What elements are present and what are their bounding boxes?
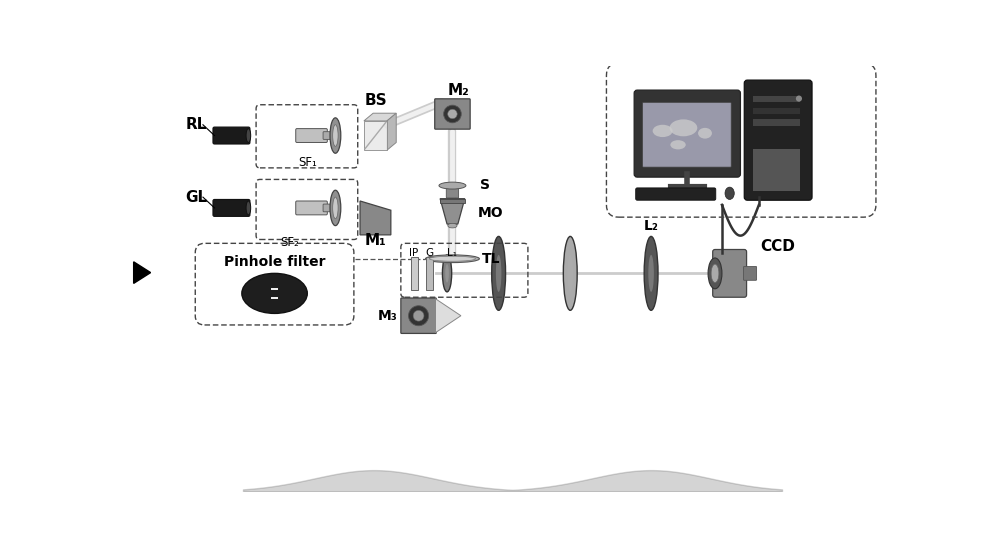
Text: SF₂: SF₂ <box>280 236 299 248</box>
Ellipse shape <box>333 125 338 146</box>
Bar <box>271 297 278 299</box>
Ellipse shape <box>670 119 697 136</box>
FancyBboxPatch shape <box>296 201 327 215</box>
Polygon shape <box>360 201 391 235</box>
Ellipse shape <box>648 255 654 292</box>
Ellipse shape <box>242 273 307 314</box>
FancyBboxPatch shape <box>634 90 740 177</box>
Ellipse shape <box>563 236 577 310</box>
FancyBboxPatch shape <box>323 132 332 140</box>
Polygon shape <box>436 299 461 333</box>
Ellipse shape <box>670 140 686 150</box>
Text: BS: BS <box>364 93 387 108</box>
Ellipse shape <box>333 197 338 219</box>
Text: S: S <box>480 178 490 192</box>
Bar <box>440 199 465 203</box>
FancyBboxPatch shape <box>401 298 436 333</box>
Circle shape <box>413 310 424 321</box>
FancyBboxPatch shape <box>213 199 250 216</box>
Text: SF₁: SF₁ <box>298 156 317 169</box>
Text: GL: GL <box>186 190 208 205</box>
Bar <box>426 257 433 290</box>
Circle shape <box>796 95 802 102</box>
Text: M₁: M₁ <box>365 233 386 248</box>
Ellipse shape <box>448 224 457 228</box>
Ellipse shape <box>246 129 251 142</box>
Bar <box>753 148 800 191</box>
Circle shape <box>409 306 429 326</box>
Text: G: G <box>425 248 433 258</box>
Ellipse shape <box>653 125 673 137</box>
Bar <box>753 119 800 125</box>
FancyBboxPatch shape <box>435 99 470 129</box>
Polygon shape <box>387 113 396 150</box>
Bar <box>411 257 418 290</box>
FancyBboxPatch shape <box>713 250 747 297</box>
Text: RL: RL <box>186 117 207 132</box>
Circle shape <box>444 105 461 123</box>
Ellipse shape <box>425 255 479 263</box>
FancyBboxPatch shape <box>446 184 459 198</box>
Ellipse shape <box>439 182 466 189</box>
FancyBboxPatch shape <box>636 188 716 200</box>
Ellipse shape <box>567 255 573 292</box>
Ellipse shape <box>330 190 341 226</box>
Bar <box>271 288 278 290</box>
Text: L₁: L₁ <box>447 248 457 258</box>
Polygon shape <box>364 113 396 121</box>
Ellipse shape <box>442 255 452 292</box>
Ellipse shape <box>429 256 476 261</box>
Text: M₃: M₃ <box>378 309 398 323</box>
Ellipse shape <box>492 236 506 310</box>
Ellipse shape <box>725 187 734 199</box>
Text: IP: IP <box>409 248 419 258</box>
Circle shape <box>448 109 457 119</box>
Polygon shape <box>364 121 387 150</box>
Polygon shape <box>440 199 465 224</box>
Ellipse shape <box>708 258 722 289</box>
Ellipse shape <box>496 255 501 292</box>
Text: M₂: M₂ <box>448 83 469 98</box>
FancyBboxPatch shape <box>323 204 332 212</box>
Text: CCD: CCD <box>760 239 795 254</box>
Text: MO: MO <box>478 205 503 220</box>
FancyBboxPatch shape <box>744 267 757 280</box>
Text: L₂: L₂ <box>644 219 659 233</box>
FancyBboxPatch shape <box>296 129 327 142</box>
FancyBboxPatch shape <box>213 127 250 144</box>
Ellipse shape <box>246 201 251 215</box>
Text: TL: TL <box>482 252 500 266</box>
Ellipse shape <box>644 236 658 310</box>
Bar <box>753 108 800 114</box>
FancyBboxPatch shape <box>744 80 812 200</box>
Polygon shape <box>134 262 151 283</box>
FancyBboxPatch shape <box>643 103 731 167</box>
Bar <box>753 96 800 103</box>
Ellipse shape <box>445 264 449 283</box>
Ellipse shape <box>711 264 719 283</box>
Ellipse shape <box>330 118 341 153</box>
Ellipse shape <box>698 128 712 139</box>
Text: Pinhole filter: Pinhole filter <box>224 255 325 269</box>
